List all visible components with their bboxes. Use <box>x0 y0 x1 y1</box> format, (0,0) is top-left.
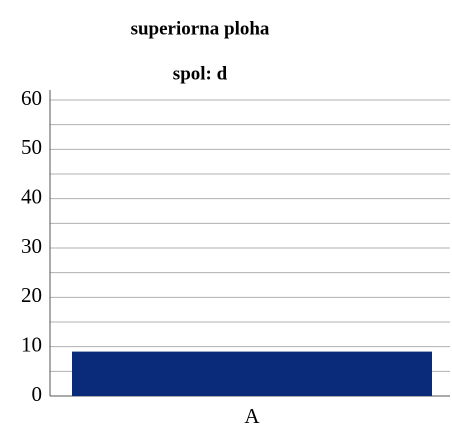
y-tick-label: 60 <box>21 86 42 110</box>
y-tick-label: 50 <box>21 135 42 159</box>
chart-title: superiorna ploha <box>131 18 270 39</box>
y-tick-label: 40 <box>21 184 42 208</box>
chart-subtitle: spol: d <box>173 63 228 84</box>
x-tick-label: A <box>244 404 260 428</box>
bar <box>72 351 432 396</box>
y-tick-label: 30 <box>21 234 42 258</box>
y-tick-label: 0 <box>32 382 43 406</box>
y-tick-label: 10 <box>21 332 42 356</box>
y-tick-label: 20 <box>21 283 42 307</box>
